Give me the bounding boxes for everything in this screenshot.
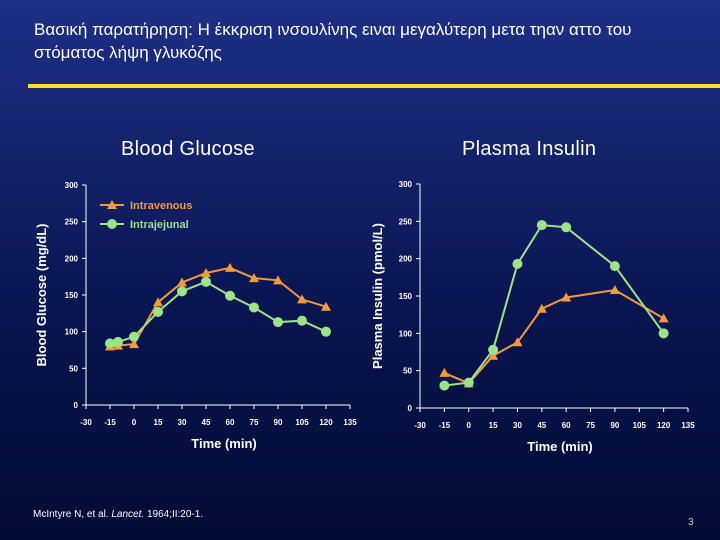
x-axis-label: Time (min) (527, 439, 593, 454)
x-tick-label: 45 (537, 421, 546, 430)
intravenous-point (561, 292, 572, 302)
page-number: 3 (688, 517, 694, 528)
x-tick-label: 15 (489, 421, 498, 430)
y-tick-label: 300 (65, 181, 79, 190)
citation: McIntyre N, et al. Lancet. 1964;II:20-1. (33, 509, 203, 520)
intravenous-point (177, 277, 187, 287)
x-axis-label: Time (min) (191, 436, 257, 451)
intravenous-point (297, 294, 307, 304)
x-tick-label: 105 (633, 421, 647, 430)
x-tick-label: 0 (132, 418, 137, 427)
intrajejunal-point (273, 317, 283, 328)
x-tick-label: 120 (319, 418, 333, 427)
intravenous-point (658, 313, 669, 323)
intrajejunal-point (658, 328, 669, 339)
y-tick-label: 0 (408, 404, 413, 413)
intrajejunal-point (129, 331, 139, 342)
intravenous-point (536, 303, 547, 313)
intravenous-point (273, 275, 283, 285)
y-axis-label: Plasma Insulin (pmol/L) (370, 223, 385, 369)
x-tick-label: -15 (439, 421, 451, 430)
title-divider (28, 84, 720, 88)
x-tick-label: 30 (513, 421, 522, 430)
blood-glucose-panel-title: Blood Glucose (121, 138, 255, 160)
intravenous-point (321, 301, 331, 311)
x-tick-label: 45 (202, 418, 211, 427)
x-tick-label: -15 (104, 418, 116, 427)
legend-intravenous-marker (107, 200, 117, 209)
intravenous-point (129, 339, 139, 349)
intrajejunal-point (249, 302, 259, 313)
x-tick-label: 75 (250, 418, 259, 427)
slide-title: Βασική παρατήρηση: Η έκκριση ινσουλίνης … (34, 20, 632, 62)
legend-intravenous-label: Intravenous (130, 200, 192, 212)
y-tick-label: 0 (74, 401, 79, 410)
x-tick-label: 90 (274, 418, 283, 427)
citation-details: 1964;II:20-1. (144, 509, 204, 520)
x-tick-label: 15 (154, 418, 163, 427)
intrajejunal-point (488, 344, 499, 355)
y-tick-label: 150 (399, 292, 413, 301)
intrajejunal-point (225, 290, 235, 301)
y-tick-label: 150 (65, 291, 79, 300)
y-tick-label: 200 (65, 254, 79, 263)
y-tick-label: 100 (399, 329, 413, 338)
intrajejunal-point (561, 222, 572, 233)
x-tick-label: 135 (343, 418, 357, 427)
intrajejunal-point (177, 286, 187, 297)
x-tick-label: 90 (610, 421, 619, 430)
y-tick-label: 50 (69, 364, 78, 373)
intrajejunal-point (321, 326, 331, 337)
y-axis-label: Blood Glucose (mg/dL) (34, 224, 49, 367)
intrajejunal-point (297, 315, 307, 326)
x-tick-label: -30 (80, 418, 92, 427)
plasma-insulin-panel-title: Plasma Insulin (462, 138, 597, 160)
intrajejunal-point (105, 338, 115, 349)
intravenous-point (512, 337, 523, 347)
intravenous-series-line (444, 288, 665, 385)
x-tick-label: 30 (178, 418, 187, 427)
y-tick-label: 100 (65, 328, 79, 337)
x-tick-label: 105 (295, 418, 309, 427)
intravenous-point (153, 297, 163, 307)
intravenous-point (439, 367, 450, 377)
x-tick-label: 75 (586, 421, 595, 430)
y-tick-label: 200 (399, 255, 413, 264)
intravenous-point (488, 350, 499, 360)
intrajejunal-point (153, 306, 163, 317)
intrajejunal-point (463, 377, 474, 388)
intrajejunal-point (201, 276, 211, 287)
x-tick-label: -30 (414, 421, 426, 430)
y-tick-label: 300 (399, 180, 413, 189)
intrajejunal-point (536, 220, 547, 231)
x-tick-label: 0 (467, 421, 472, 430)
intravenous-point (609, 285, 620, 295)
intrajejunal-point (113, 336, 123, 347)
citation-journal: Lancet. (111, 509, 145, 520)
intrajejunal-point (609, 261, 620, 272)
intravenous-point (249, 273, 259, 283)
intravenous-point (201, 268, 211, 277)
x-tick-label: 120 (657, 421, 671, 430)
y-tick-label: 250 (65, 218, 79, 227)
intrajejunal-point (512, 258, 523, 269)
citation-authors: McIntyre N, et al. (33, 509, 112, 520)
legend-intrajejunal-marker (107, 219, 117, 229)
intravenous-point (225, 262, 235, 272)
x-tick-label: 60 (562, 421, 571, 430)
intrajejunal-point (439, 380, 450, 391)
y-tick-label: 250 (399, 217, 413, 226)
intrajejunal-series-line (444, 224, 665, 387)
x-tick-label: 135 (681, 421, 695, 430)
x-tick-label: 60 (226, 418, 235, 427)
y-tick-label: 50 (403, 367, 412, 376)
legend-intrajejunal-label: Intrajejunal (130, 219, 189, 231)
